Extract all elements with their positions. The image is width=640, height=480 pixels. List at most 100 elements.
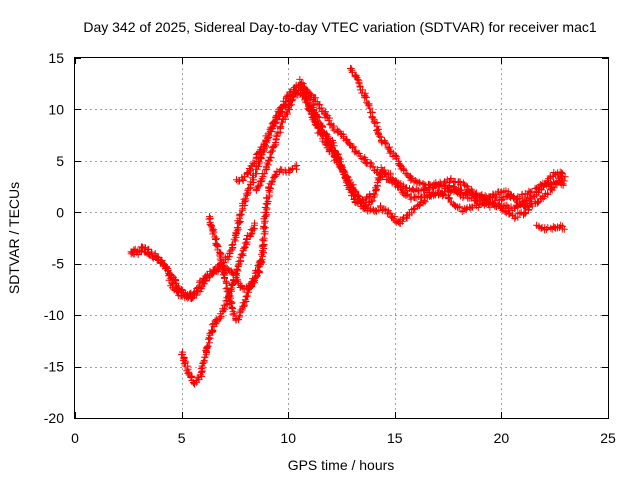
series-track-d [347, 64, 568, 211]
data-point-marks [241, 284, 253, 304]
x-tick-label: 20 [494, 430, 510, 446]
data-point-marks [306, 94, 319, 116]
data-point-marks [395, 160, 408, 174]
data-point-marks [205, 321, 217, 343]
data-point-marks [162, 264, 177, 292]
data-point-marks [197, 357, 208, 380]
y-tick-label: -20 [44, 410, 64, 426]
data-point-marks [273, 105, 292, 140]
y-tick-label: -15 [44, 359, 64, 375]
data-point-marks [541, 224, 556, 234]
y-tick-label: 0 [56, 204, 64, 220]
data-point-marks [361, 190, 375, 206]
data-point-marks [201, 339, 213, 361]
data-point-marks [231, 210, 244, 241]
data-point-marks [205, 213, 218, 235]
grid [75, 58, 608, 418]
data-point-marks [455, 178, 470, 190]
data-point-marks [244, 174, 258, 197]
data-point-marks [237, 298, 250, 314]
data-point-marks [127, 243, 146, 256]
data-point-marks [463, 183, 479, 198]
y-tick-label: 5 [56, 153, 64, 169]
data-point-marks [271, 108, 285, 128]
data-point-marks [329, 122, 347, 139]
data-point-marks [249, 149, 265, 180]
data-point-marks [234, 247, 247, 269]
ticks: 0 5 10 15 20 25 -20 -15 -10 -5 0 5 10 15 [44, 50, 616, 446]
data-point-marks [370, 206, 383, 215]
data-point-marks [421, 180, 435, 193]
data-marks [127, 64, 569, 388]
data-point-marks [285, 162, 301, 176]
y-tick-label: -5 [52, 256, 65, 272]
data-point-marks [501, 207, 517, 220]
data-point-marks [152, 253, 169, 271]
data-point-marks [237, 190, 251, 218]
data-point-marks [442, 192, 458, 209]
y-tick-label: 10 [48, 101, 64, 117]
x-axis-label: GPS time / hours [288, 457, 395, 473]
series-track-i [533, 221, 568, 234]
data-point-marks [485, 199, 499, 210]
data-point-marks [342, 174, 355, 194]
data-point-marks [225, 290, 236, 312]
data-point-marks [219, 301, 230, 316]
data-point-marks [377, 133, 389, 147]
data-point-marks [365, 102, 378, 126]
data-point-marks [224, 235, 239, 263]
data-point-marks [178, 348, 192, 375]
data-point-marks [243, 229, 256, 243]
data-point-marks [254, 256, 266, 271]
data-point-marks [452, 202, 466, 215]
x-tick-label: 15 [387, 430, 403, 446]
data-point-marks [511, 208, 525, 223]
data-point-marks [251, 266, 262, 282]
data-point-marks [382, 206, 395, 221]
data-point-marks [310, 114, 324, 137]
x-tick-label: 0 [71, 430, 79, 446]
data-point-marks [336, 162, 349, 183]
data-point-marks [340, 133, 356, 152]
data-point-marks [558, 173, 568, 185]
data-point-marks [214, 310, 225, 324]
x-tick-label: 5 [178, 430, 186, 446]
chart-title: Day 342 of 2025, Sidereal Day-to-day VTE… [83, 19, 596, 35]
data-point-marks [403, 185, 420, 195]
y-tick-label: -10 [44, 307, 64, 323]
data-point-marks [190, 272, 210, 299]
data-point-marks [352, 71, 367, 94]
series-track-g [205, 213, 266, 324]
data-point-marks [139, 244, 159, 261]
data-point-marks [323, 140, 337, 158]
data-point-marks [411, 191, 428, 202]
data-point-marks [203, 262, 222, 279]
series-track-h [233, 89, 375, 206]
data-point-marks [533, 177, 551, 193]
data-point-marks [468, 201, 482, 211]
data-point-marks [321, 108, 335, 129]
data-point-marks [191, 371, 204, 388]
series-track-f [178, 219, 259, 388]
data-point-marks [414, 178, 428, 189]
data-point-marks [533, 221, 546, 232]
x-tick-label: 10 [280, 430, 296, 446]
data-point-marks [361, 156, 378, 174]
data-point-marks [285, 91, 297, 105]
data-point-marks [247, 219, 259, 234]
data-point-marks [303, 98, 317, 124]
data-point-marks [447, 175, 462, 186]
data-point-marks [239, 168, 252, 183]
data-point-marks [371, 119, 384, 140]
data-point-marks [354, 192, 367, 204]
data-point-marks [554, 168, 569, 181]
data-point-marks [227, 277, 238, 295]
data-point-marks [252, 143, 265, 162]
plot-frame [74, 57, 609, 419]
data-point-marks [372, 166, 390, 181]
y-axis-label: SDTVAR / TECUs [6, 182, 22, 294]
data-point-marks [555, 221, 568, 233]
x-tick-label: 25 [600, 430, 616, 446]
data-point-marks [258, 219, 269, 257]
